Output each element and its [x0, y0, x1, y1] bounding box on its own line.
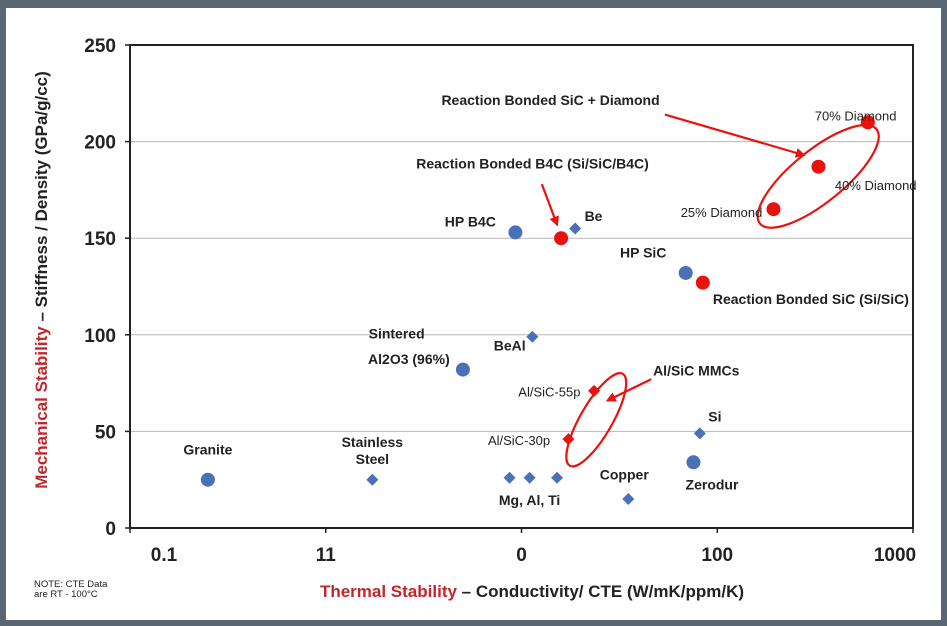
- y-tick-label-200: 200: [84, 133, 116, 154]
- point-40-diamond-18: [811, 159, 826, 174]
- y-tick-label-150: 150: [84, 229, 116, 250]
- label-si-11: Si: [708, 409, 721, 425]
- point-al-sic-55p-10: [588, 384, 601, 397]
- label-copper-9: Copper: [600, 467, 650, 483]
- annotation-ellipse-0: [756, 123, 880, 229]
- x-tick-label-4: 1000: [874, 545, 916, 566]
- point-25-diamond-17: [766, 202, 781, 217]
- label-be-6: Be: [585, 208, 603, 224]
- label-granite-0: Granite: [183, 442, 232, 458]
- label-beal-7: BeAl: [494, 337, 526, 353]
- y-tick-labels: 0 50 100 150 200 250: [84, 36, 130, 540]
- point-stainless-steel-1: [366, 473, 379, 486]
- y-axis-label: Mechanical Stability – Stiffness / Densi…: [32, 71, 51, 489]
- annotation-arrow-1: [540, 183, 559, 227]
- point-hp-b4c-3: [508, 225, 523, 240]
- point-reaction-bonded-b4c-si-sic-b4c-4: [554, 231, 569, 246]
- point-mg-al-ti-9: [551, 471, 564, 484]
- y-tick-label-0: 0: [105, 519, 116, 540]
- label-zerodur-10: Zerodur: [686, 476, 739, 492]
- y-axis-label-highlight: Mechanical Stability: [32, 326, 51, 489]
- y-axis-label-rest: – Stiffness / Density (GPa/g/cc): [32, 71, 51, 326]
- label-reaction-bonded-sic-si-sic-13: Reaction Bonded SiC (Si/SiC): [713, 291, 909, 307]
- x-axis-label: Thermal Stability – Conductivity/ CTE (W…: [320, 582, 744, 601]
- x-axis-label-rest: – Conductivity/ CTE (W/mK/ppm/K): [457, 582, 744, 601]
- y-tick-label-250: 250: [84, 36, 116, 57]
- plot-area-border: [129, 44, 914, 529]
- y-tick-label-50: 50: [95, 422, 116, 443]
- label-steel-2: Steel: [356, 451, 389, 467]
- point-beal-6: [526, 330, 539, 343]
- label-sintered-3: Sintered: [369, 326, 425, 342]
- x-tick-label-3: 100: [701, 545, 733, 566]
- label-70-diamond-19: 70% Diamond: [815, 108, 897, 123]
- cte-note: NOTE: CTE Data are RT - 100°C: [34, 580, 107, 600]
- data-points: [200, 115, 875, 506]
- x-tick-labels: 0.1 11 0 100 1000: [129, 528, 916, 566]
- point-mg-al-ti-7: [503, 471, 516, 484]
- x-tick-label-0: 0.1: [151, 545, 178, 566]
- point-al-sic-30p-11: [562, 433, 575, 446]
- label-al-sic-mmcs-16: Al/SiC MMCs: [653, 362, 740, 378]
- point-si-16: [693, 427, 706, 440]
- point-sintered-al2o3-96-2: [455, 362, 470, 377]
- label-mg-al-ti-8: Mg, Al, Ti: [499, 492, 560, 508]
- annotation-arrow-0: [664, 113, 806, 158]
- x-tick-label-1: 11: [316, 545, 337, 566]
- point-hp-sic-13: [678, 265, 693, 280]
- x-tick-label-2: 0: [516, 545, 527, 566]
- y-tick-label-100: 100: [84, 326, 116, 347]
- label-reaction-bonded-sic-diamond-15: Reaction Bonded SiC + Diamond: [441, 92, 659, 108]
- cte-note-line-1: NOTE: CTE Data: [34, 579, 108, 590]
- annotations: [540, 113, 880, 468]
- label-hp-b4c-5: HP B4C: [445, 214, 496, 230]
- point-zerodur-15: [686, 455, 701, 470]
- point-copper-12: [622, 493, 635, 506]
- point-reaction-bonded-sic-si-sic-14: [695, 275, 710, 290]
- label-al-sic-30p-18: Al/SiC-30p: [488, 433, 550, 448]
- point-be-5: [569, 222, 582, 235]
- label-25-diamond-21: 25% Diamond: [681, 205, 763, 220]
- label-stainless-1: Stainless: [342, 434, 404, 450]
- label-40-diamond-20: 40% Diamond: [835, 178, 917, 193]
- label-al-sic-55p-17: Al/SiC-55p: [518, 385, 580, 400]
- annotation-arrow-2: [605, 378, 652, 402]
- annotation-ellipse-1: [565, 372, 628, 468]
- label-hp-sic-12: HP SiC: [620, 245, 666, 261]
- point-granite-0: [200, 472, 215, 487]
- axes: [129, 44, 914, 529]
- cte-note-line-2: are RT - 100°C: [34, 589, 98, 600]
- x-axis-label-highlight: Thermal Stability: [320, 582, 458, 601]
- point-70-diamond-19: [860, 115, 875, 130]
- label-reaction-bonded-b4c-si-sic-b4c-14: Reaction Bonded B4C (Si/SiC/B4C): [416, 156, 649, 172]
- label-al2o3-96-4: Al2O3 (96%): [368, 351, 450, 367]
- grid-lines: [130, 141, 913, 432]
- point-mg-al-ti-8: [523, 471, 536, 484]
